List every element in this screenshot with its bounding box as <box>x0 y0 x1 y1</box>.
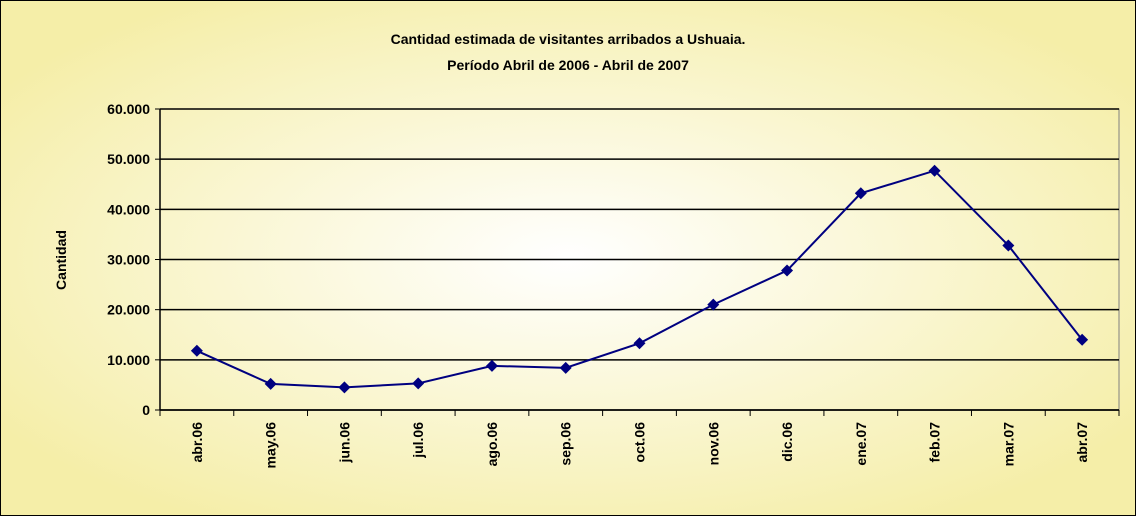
marker <box>781 264 794 277</box>
x-tick-label: sep.06 <box>558 422 574 466</box>
marker <box>854 187 867 200</box>
marker <box>633 337 646 350</box>
y-tick-label: 10.000 <box>107 352 150 368</box>
x-tick-label: feb.07 <box>927 422 943 463</box>
marker <box>1076 333 1089 346</box>
x-tick-label: dic.06 <box>779 422 795 462</box>
y-tick-label: 50.000 <box>107 151 150 167</box>
marker <box>190 344 203 357</box>
y-axis-label: Cantidad <box>53 230 69 290</box>
marker <box>338 381 351 394</box>
marker <box>412 377 425 390</box>
x-tick-label: ene.07 <box>853 422 869 466</box>
x-tick-label: abr.07 <box>1074 422 1090 463</box>
chart-title: Cantidad estimada de visitantes arribado… <box>391 31 746 47</box>
x-tick-label: abr.06 <box>189 422 205 463</box>
marker <box>264 377 277 390</box>
x-tick-label: ago.06 <box>484 422 500 467</box>
y-tick-label: 60.000 <box>107 101 150 117</box>
marker <box>928 164 941 177</box>
y-tick-label: 40.000 <box>107 201 150 217</box>
x-tick-label: oct.06 <box>632 422 648 463</box>
x-tick-label: jun.06 <box>336 422 352 464</box>
x-tick-label: may.06 <box>263 422 279 469</box>
y-tick-label: 0 <box>142 402 150 418</box>
y-tick-label: 30.000 <box>107 252 150 268</box>
marker <box>707 298 720 311</box>
marker <box>559 361 572 374</box>
x-tick-label: mar.07 <box>1000 422 1016 467</box>
x-tick-label: jul.06 <box>410 422 426 459</box>
y-tick-label: 20.000 <box>107 302 150 318</box>
chart-subtitle: Período Abril de 2006 - Abril de 2007 <box>447 57 689 73</box>
marker <box>1002 239 1015 252</box>
marker <box>485 359 498 372</box>
x-tick-label: nov.06 <box>705 422 721 466</box>
